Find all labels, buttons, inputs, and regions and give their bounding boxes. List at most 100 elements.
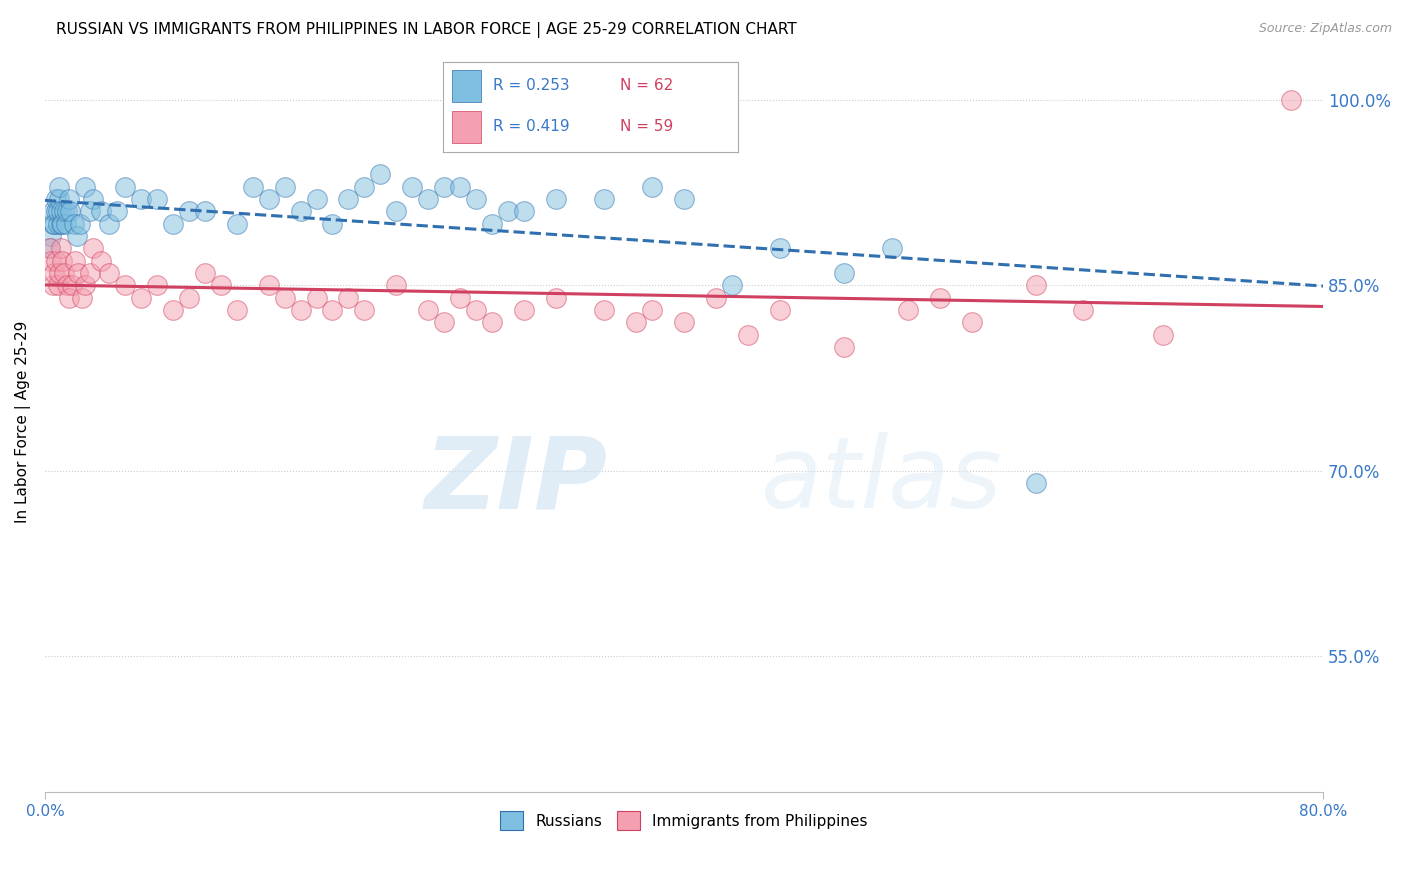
Point bbox=[82, 192, 104, 206]
Point bbox=[225, 217, 247, 231]
Point bbox=[46, 204, 69, 219]
Point bbox=[49, 204, 72, 219]
Point bbox=[59, 204, 82, 219]
Point bbox=[593, 303, 616, 318]
Point bbox=[60, 278, 83, 293]
Text: atlas: atlas bbox=[761, 432, 1002, 529]
Point bbox=[546, 291, 568, 305]
Point bbox=[513, 303, 536, 318]
Point bbox=[242, 179, 264, 194]
Point bbox=[73, 179, 96, 194]
Point bbox=[449, 179, 471, 194]
Point bbox=[51, 253, 73, 268]
Point bbox=[273, 291, 295, 305]
Point bbox=[593, 192, 616, 206]
Point bbox=[97, 266, 120, 280]
Point bbox=[42, 217, 65, 231]
Point bbox=[305, 192, 328, 206]
Point bbox=[48, 266, 70, 280]
Point bbox=[129, 192, 152, 206]
Point bbox=[513, 204, 536, 219]
Point bbox=[162, 217, 184, 231]
Point bbox=[1152, 327, 1174, 342]
Point bbox=[105, 204, 128, 219]
Point bbox=[38, 241, 60, 255]
Text: N = 59: N = 59 bbox=[620, 120, 673, 134]
Point bbox=[401, 179, 423, 194]
Point bbox=[672, 316, 695, 330]
Point bbox=[465, 192, 488, 206]
Point bbox=[418, 192, 440, 206]
Point bbox=[209, 278, 232, 293]
Text: Source: ZipAtlas.com: Source: ZipAtlas.com bbox=[1258, 22, 1392, 36]
Point bbox=[546, 192, 568, 206]
Bar bbox=[451, 70, 481, 102]
Point bbox=[257, 278, 280, 293]
Text: ZIP: ZIP bbox=[425, 432, 607, 529]
Point bbox=[337, 291, 360, 305]
Point bbox=[290, 204, 312, 219]
Point bbox=[1025, 278, 1047, 293]
Point bbox=[353, 303, 375, 318]
Point bbox=[79, 204, 101, 219]
Point bbox=[145, 192, 167, 206]
Point bbox=[73, 278, 96, 293]
Point bbox=[48, 179, 70, 194]
Point bbox=[385, 278, 408, 293]
Point bbox=[704, 291, 727, 305]
Point bbox=[46, 217, 69, 231]
Point bbox=[290, 303, 312, 318]
Text: N = 62: N = 62 bbox=[620, 78, 673, 93]
Point bbox=[305, 291, 328, 305]
Point bbox=[45, 204, 67, 219]
Point bbox=[321, 217, 343, 231]
Point bbox=[433, 316, 456, 330]
Point bbox=[321, 303, 343, 318]
Point bbox=[481, 217, 503, 231]
Point bbox=[928, 291, 950, 305]
Point bbox=[481, 316, 503, 330]
Point bbox=[90, 204, 112, 219]
Point bbox=[42, 278, 65, 293]
Point bbox=[53, 266, 76, 280]
Point bbox=[880, 241, 903, 255]
Point bbox=[162, 303, 184, 318]
Point bbox=[69, 217, 91, 231]
Text: R = 0.253: R = 0.253 bbox=[494, 78, 569, 93]
Point bbox=[177, 291, 200, 305]
Point bbox=[641, 179, 664, 194]
Point bbox=[39, 229, 62, 244]
Y-axis label: In Labor Force | Age 25-29: In Labor Force | Age 25-29 bbox=[15, 320, 31, 523]
Text: RUSSIAN VS IMMIGRANTS FROM PHILIPPINES IN LABOR FORCE | AGE 25-29 CORRELATION CH: RUSSIAN VS IMMIGRANTS FROM PHILIPPINES I… bbox=[56, 22, 797, 38]
Point bbox=[82, 241, 104, 255]
Point bbox=[769, 241, 792, 255]
Point bbox=[353, 179, 375, 194]
Point bbox=[58, 192, 80, 206]
Point bbox=[145, 278, 167, 293]
Point bbox=[44, 266, 66, 280]
Legend: Russians, Immigrants from Philippines: Russians, Immigrants from Philippines bbox=[494, 805, 875, 836]
Point bbox=[45, 192, 67, 206]
Point bbox=[418, 303, 440, 318]
Point bbox=[737, 327, 759, 342]
Point bbox=[51, 217, 73, 231]
Point bbox=[65, 253, 87, 268]
Point bbox=[62, 217, 84, 231]
Point bbox=[49, 241, 72, 255]
Point bbox=[385, 204, 408, 219]
Point bbox=[45, 253, 67, 268]
Point bbox=[97, 217, 120, 231]
Point bbox=[1073, 303, 1095, 318]
Point bbox=[721, 278, 744, 293]
Point bbox=[56, 278, 79, 293]
Point bbox=[832, 266, 855, 280]
Point bbox=[46, 278, 69, 293]
Point bbox=[337, 192, 360, 206]
Point bbox=[273, 179, 295, 194]
Point bbox=[194, 204, 217, 219]
Point bbox=[55, 217, 77, 231]
Text: R = 0.419: R = 0.419 bbox=[494, 120, 569, 134]
Point bbox=[114, 278, 136, 293]
Point bbox=[67, 266, 90, 280]
Point bbox=[44, 217, 66, 231]
